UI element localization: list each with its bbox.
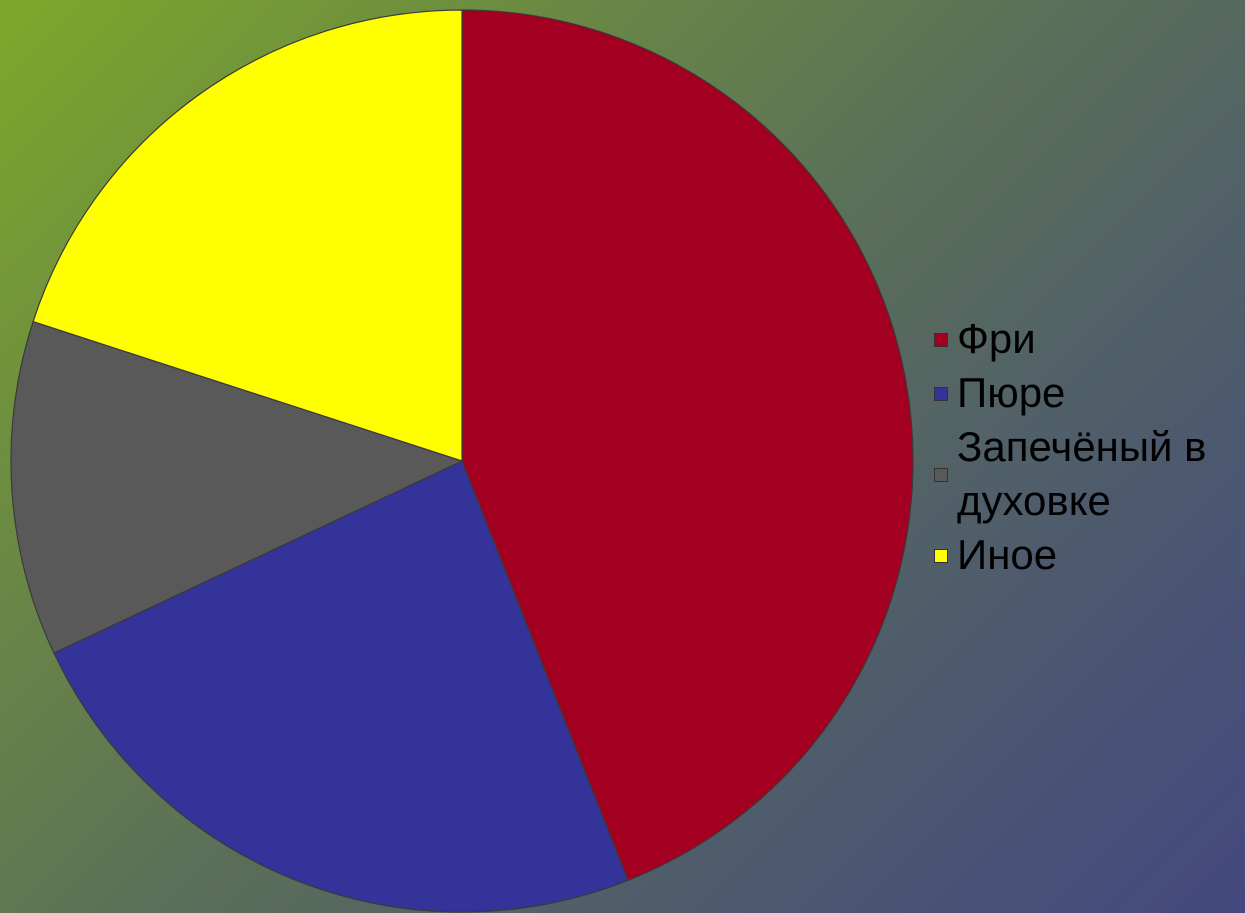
legend-swatch-3: [934, 549, 948, 563]
legend-swatch-1: [934, 387, 948, 401]
legend-item-1: Пюре: [930, 366, 1245, 420]
legend-label-3: Иное: [957, 531, 1058, 578]
legend-label-1: Пюре: [957, 369, 1066, 416]
pie-slice-2: [10, 320, 464, 654]
legend-item-3: Иное: [930, 528, 1245, 582]
legend-label-0: Фри: [957, 315, 1036, 362]
legend-label-2: Запечёный в духовке: [957, 423, 1207, 524]
legend: Фри Пюре Запечёный в духовке Иное: [930, 312, 1245, 582]
legend-item-2: Запечёный в духовке: [930, 420, 1245, 528]
legend-swatch-0: [934, 333, 948, 347]
pie-slice-3: [32, 9, 463, 462]
pie-slice-0: [461, 9, 914, 882]
legend-item-0: Фри: [930, 312, 1245, 366]
pie-slice-1: [53, 460, 629, 913]
legend-swatch-2: [934, 468, 948, 482]
